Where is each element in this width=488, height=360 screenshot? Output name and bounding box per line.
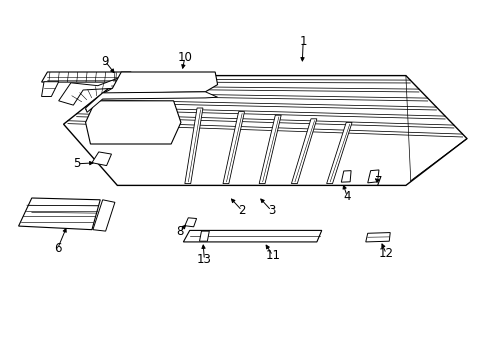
Polygon shape [259, 115, 281, 184]
Polygon shape [291, 119, 316, 184]
Polygon shape [184, 218, 196, 227]
Polygon shape [85, 101, 181, 144]
Polygon shape [223, 112, 244, 184]
Text: 12: 12 [378, 247, 393, 260]
Polygon shape [41, 72, 131, 82]
Polygon shape [41, 82, 59, 96]
Text: 7: 7 [374, 175, 382, 188]
Polygon shape [63, 76, 466, 185]
Text: 6: 6 [54, 242, 61, 255]
Text: 3: 3 [267, 204, 275, 217]
Text: 5: 5 [73, 157, 81, 170]
Text: 9: 9 [101, 55, 109, 68]
Polygon shape [183, 230, 321, 242]
Polygon shape [92, 152, 111, 166]
Polygon shape [93, 200, 115, 231]
Text: 1: 1 [299, 35, 306, 48]
Polygon shape [59, 76, 124, 105]
Text: 4: 4 [343, 190, 350, 203]
Polygon shape [19, 198, 100, 230]
Polygon shape [367, 170, 378, 183]
Text: 2: 2 [238, 204, 245, 217]
Polygon shape [102, 72, 217, 94]
Text: 10: 10 [177, 51, 192, 64]
Polygon shape [326, 122, 351, 184]
Text: 8: 8 [176, 225, 183, 238]
Polygon shape [365, 233, 389, 242]
Polygon shape [85, 92, 217, 112]
Text: 11: 11 [265, 249, 280, 262]
Polygon shape [341, 171, 350, 182]
Text: 13: 13 [197, 253, 211, 266]
Polygon shape [199, 231, 209, 241]
Polygon shape [184, 108, 203, 184]
